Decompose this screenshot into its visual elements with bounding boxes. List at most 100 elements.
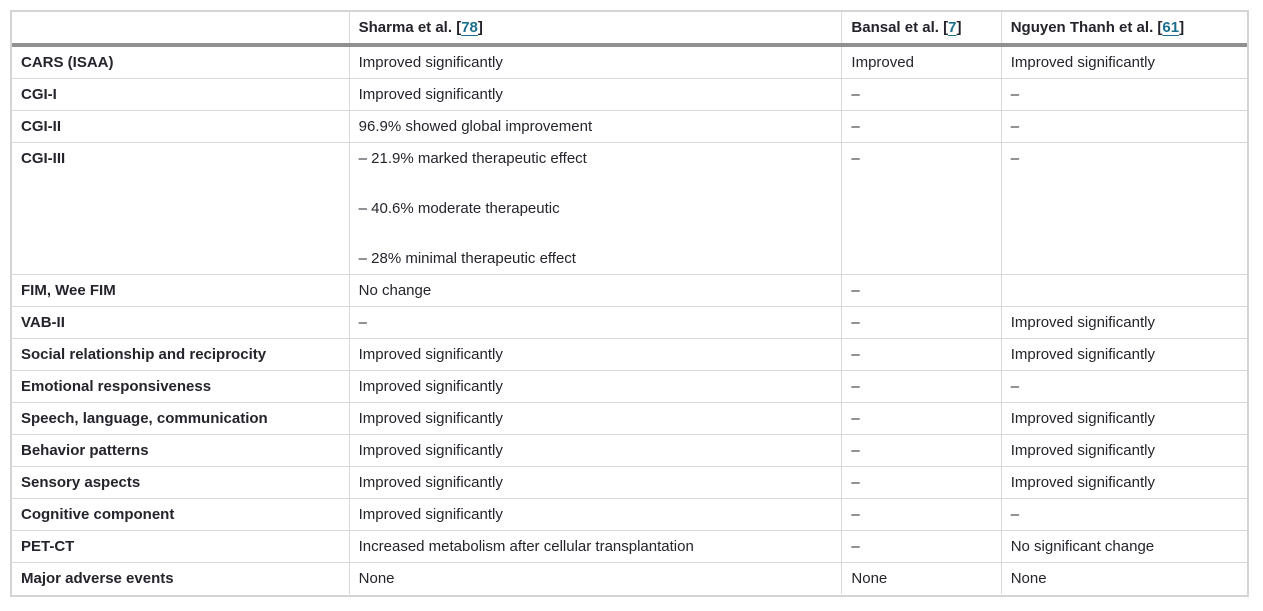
result-cell: – <box>348 306 842 339</box>
result-text: Improved significantly <box>358 442 503 459</box>
row-label-cell: CGI-II <box>21 118 61 135</box>
row-label-cell: FIM, Wee FIM <box>21 282 116 299</box>
table-row: FIM, Wee FIM No change – <box>12 274 1247 307</box>
result-cell: – 21.9% marked therapeutic effect – 40.6%… <box>348 142 842 275</box>
result-cell: None <box>841 562 1002 594</box>
citation-bracket-open: [ <box>456 19 462 36</box>
result-cell: – <box>1000 110 1247 143</box>
result-cell: – <box>841 110 1002 143</box>
result-text: – <box>851 86 860 103</box>
result-text: Improved significantly <box>358 506 503 523</box>
result-cell: – <box>841 402 1002 435</box>
citation-bracket-close: ] <box>956 19 962 36</box>
result-text: No significant change <box>1010 538 1155 555</box>
citation-link[interactable]: 7 <box>948 19 957 36</box>
citation-bracket-open: [ <box>1157 19 1163 36</box>
result-text: Improved significantly <box>1010 442 1155 459</box>
result-cell: Improved significantly <box>348 45 842 79</box>
result-text: None <box>358 570 395 587</box>
result-text: – <box>851 282 860 299</box>
result-text: Improved <box>851 54 914 71</box>
result-text: – <box>851 538 860 555</box>
header-cell-study: Sharma et al. [78] <box>348 12 842 47</box>
header-cell-empty <box>12 12 350 47</box>
table-row: Emotional responsiveness Improved signifi… <box>12 370 1247 403</box>
result-text: Improved significantly <box>358 474 503 491</box>
result-text: – <box>1010 86 1020 103</box>
result-cell: Improved significantly <box>348 338 842 371</box>
citation-bracket-close: ] <box>477 19 483 36</box>
row-label-cell: Cognitive component <box>21 506 175 523</box>
result-text: Improved significantly <box>1010 346 1155 363</box>
result-cell: None <box>348 562 842 594</box>
table-body: CARS (ISAA) Improved significantly Improve… <box>12 45 1247 594</box>
result-cell: – <box>841 434 1002 467</box>
table-row: Cognitive component Improved significantl… <box>12 498 1247 531</box>
header-cell-study: Nguyen Thanh et al. [61] <box>1000 12 1247 47</box>
table-header: Sharma et al. [78] Bansal et al. [7] Nguye… <box>12 12 1247 47</box>
result-cell: – <box>841 78 1002 111</box>
table-row: Speech, language, communication Improved … <box>12 402 1247 435</box>
table-row: Sensory aspects Improved significantly – Im… <box>12 466 1247 499</box>
result-text: – <box>358 314 367 331</box>
table-row: Behavior patterns Improved significantly –… <box>12 434 1247 467</box>
table-row: CGI-I Improved significantly – – <box>12 78 1247 111</box>
table-row: CGI-III – 21.9% marked therapeutic effect… <box>12 142 1247 275</box>
result-cell: Improved significantly <box>348 498 842 531</box>
result-text: – <box>851 506 860 523</box>
table-row: Social relationship and reciprocity Impro… <box>12 338 1247 371</box>
result-text: – <box>1010 506 1020 523</box>
result-text: – <box>851 378 860 395</box>
result-cell: – <box>841 466 1002 499</box>
result-text: – 40.6% moderate therapeutic <box>358 200 560 217</box>
row-label-cell: Sensory aspects <box>21 474 141 491</box>
result-cell: Improved significantly <box>348 78 842 111</box>
row-label-cell: Major adverse events <box>21 570 174 587</box>
result-cell: No significant change <box>1000 530 1247 563</box>
citation-link[interactable]: 61 <box>1162 19 1180 36</box>
result-cell: – <box>841 274 1002 307</box>
result-cell: Improved significantly <box>348 402 842 435</box>
row-label-cell: VAB-II <box>21 314 65 331</box>
result-text: – <box>851 410 860 427</box>
result-text: – <box>851 118 860 135</box>
result-text: Improved significantly <box>358 54 503 71</box>
result-text: Improved significantly <box>1010 54 1155 71</box>
result-cell: Improved significantly <box>348 466 842 499</box>
row-label-cell: CGI-I <box>21 86 57 103</box>
result-text: – <box>851 346 860 363</box>
citation-bracket-close: ] <box>1179 19 1185 36</box>
row-label-cell: PET-CT <box>21 538 75 555</box>
result-cell: Increased metabolism after cellular tran… <box>348 530 842 563</box>
study-comparison-table-frame: Sharma et al. [78] Bansal et al. [7] Nguye… <box>10 10 1249 597</box>
citation-bracket-open: [ <box>943 19 949 36</box>
result-text: – 28% minimal therapeutic effect <box>358 250 576 267</box>
result-cell: – <box>1000 142 1247 275</box>
result-cell: – <box>841 338 1002 371</box>
result-text: – <box>851 150 860 167</box>
result-cell: – <box>841 306 1002 339</box>
result-text: – 21.9% marked therapeutic effect <box>358 150 587 167</box>
result-text: None <box>1010 570 1047 587</box>
row-label-cell: CGI-III <box>21 150 66 167</box>
study-name-label: Nguyen Thanh et al. <box>1010 19 1158 36</box>
result-cell: – <box>1000 370 1247 403</box>
table-row: VAB-II – – Improved significantly <box>12 306 1247 339</box>
result-cell: – <box>1000 498 1247 531</box>
result-cell: – <box>841 530 1002 563</box>
row-label-cell: Behavior patterns <box>21 442 149 459</box>
result-cell: Improved significantly <box>1000 338 1247 371</box>
result-text: Improved significantly <box>358 346 503 363</box>
result-cell: Improved significantly <box>348 370 842 403</box>
row-label-cell: Speech, language, communication <box>21 410 268 427</box>
result-cell: – <box>1000 78 1247 111</box>
citation-link[interactable]: 78 <box>461 19 478 36</box>
result-text: Improved significantly <box>1010 474 1155 491</box>
header-row: Sharma et al. [78] Bansal et al. [7] Nguye… <box>12 12 1247 47</box>
result-text: – <box>851 314 860 331</box>
result-text: None <box>851 570 888 587</box>
row-label-cell: CARS (ISAA) <box>21 54 114 71</box>
row-label-cell: Social relationship and reciprocity <box>21 346 267 363</box>
study-name-label: Sharma et al. <box>358 19 457 36</box>
result-text: 96.9% showed global improvement <box>358 118 593 135</box>
